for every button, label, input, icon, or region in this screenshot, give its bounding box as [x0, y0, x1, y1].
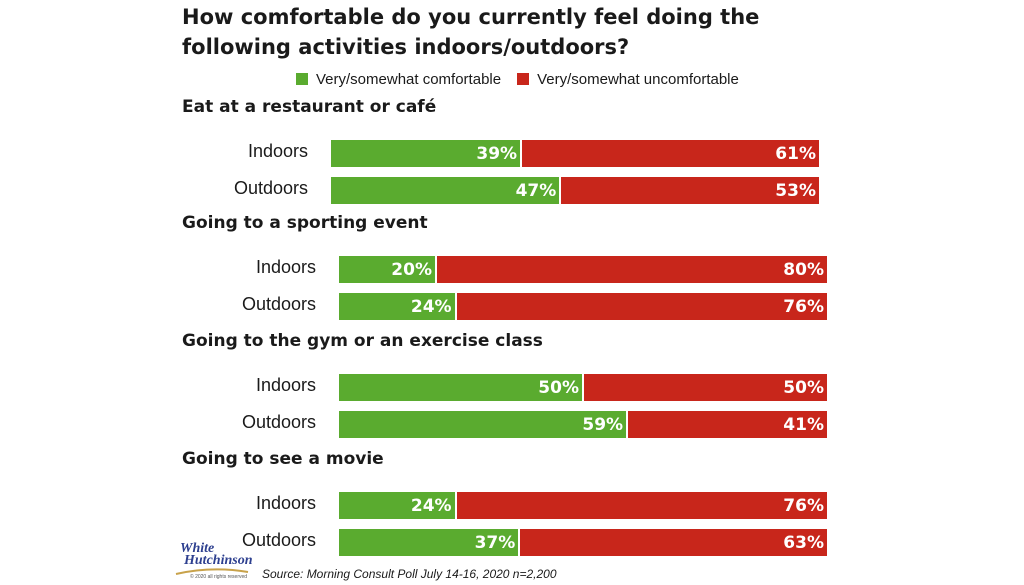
bar-value-comfortable: 37%	[474, 533, 516, 553]
bar-segment-uncomfortable: 41%	[627, 410, 828, 439]
bar-segment-uncomfortable: 76%	[455, 292, 828, 321]
bar-value-comfortable: 24%	[410, 496, 452, 516]
bar-value-uncomfortable: 76%	[783, 297, 824, 317]
bar-value-comfortable: 59%	[582, 415, 624, 435]
row-label: Indoors	[255, 257, 316, 277]
legend-item-uncomfortable: Very/somewhat uncomfortable	[517, 71, 739, 88]
legend-item-comfortable: Very/somewhat comfortable	[296, 71, 501, 88]
bar-value-comfortable: 47%	[515, 181, 557, 201]
logo-text-line-2: Hutchinson	[184, 553, 253, 568]
row-label: Outdoors	[241, 412, 316, 432]
logo-text-line-1: White	[180, 541, 215, 556]
row-label: Indoors	[255, 493, 316, 513]
bar-value-uncomfortable: 50%	[783, 378, 824, 398]
bar-segment-comfortable: 24%	[338, 292, 456, 321]
bar-value-comfortable: 20%	[391, 260, 432, 280]
chart-title-line-1: How comfortable do you currently feel do…	[182, 5, 760, 29]
bar-value-uncomfortable: 63%	[783, 533, 824, 553]
bar-value-comfortable: 24%	[410, 297, 452, 317]
bar-value-uncomfortable: 61%	[775, 144, 816, 164]
bar-segment-comfortable: 47%	[330, 176, 561, 205]
legend-swatch-uncomfortable	[517, 73, 530, 85]
bar-value-uncomfortable: 76%	[783, 496, 824, 516]
group-title: Going to see a movie	[182, 449, 384, 469]
group-title: Going to a sporting event	[182, 213, 428, 233]
group-title: Eat at a restaurant or café	[182, 97, 437, 117]
logo-text-line-3: © 2020 all rights reserved	[190, 574, 248, 580]
white-hutchinson-logo: White Hutchinson © 2020 all rights reser…	[170, 538, 253, 582]
row-label: Outdoors	[241, 294, 316, 314]
bar-segment-uncomfortable: 80%	[436, 255, 828, 284]
bar-value-uncomfortable: 41%	[783, 415, 824, 435]
bar-value-comfortable: 39%	[476, 144, 518, 164]
bar-value-uncomfortable: 80%	[783, 260, 824, 280]
logo-swoosh-icon	[175, 568, 249, 575]
bar-value-uncomfortable: 53%	[775, 181, 816, 201]
chart-source-note: Source: Morning Consult Poll July 14-16,…	[262, 567, 557, 581]
group-title: Going to the gym or an exercise class	[182, 331, 543, 351]
bar-segment-comfortable: 39%	[330, 139, 522, 168]
legend-label-comfortable: Very/somewhat comfortable	[316, 70, 502, 88]
legend-swatch-comfortable	[296, 73, 308, 85]
bar-segment-uncomfortable: 50%	[583, 373, 828, 402]
chart-title-line-2: following activities indoors/outdoors?	[182, 35, 630, 59]
bar-value-comfortable: 50%	[538, 378, 579, 398]
chart-title: How comfortable do you currently feel do…	[182, 2, 822, 62]
bar-segment-uncomfortable: 76%	[455, 491, 828, 520]
bar-segment-comfortable: 20%	[338, 255, 436, 284]
bar-segment-comfortable: 50%	[338, 373, 583, 402]
row-label: Outdoors	[241, 530, 316, 550]
bar-segment-uncomfortable: 53%	[560, 176, 820, 205]
bar-segment-comfortable: 24%	[338, 491, 456, 520]
row-label: Outdoors	[233, 178, 308, 198]
bar-segment-uncomfortable: 61%	[521, 139, 820, 168]
bar-segment-comfortable: 59%	[338, 410, 628, 439]
row-label: Indoors	[247, 141, 308, 161]
bar-segment-comfortable: 37%	[338, 528, 520, 557]
chart-legend: Very/somewhat comfortable Very/somewhat …	[296, 69, 755, 89]
legend-label-uncomfortable: Very/somewhat uncomfortable	[537, 70, 739, 88]
row-label: Indoors	[255, 375, 316, 395]
bar-segment-uncomfortable: 63%	[519, 528, 828, 557]
